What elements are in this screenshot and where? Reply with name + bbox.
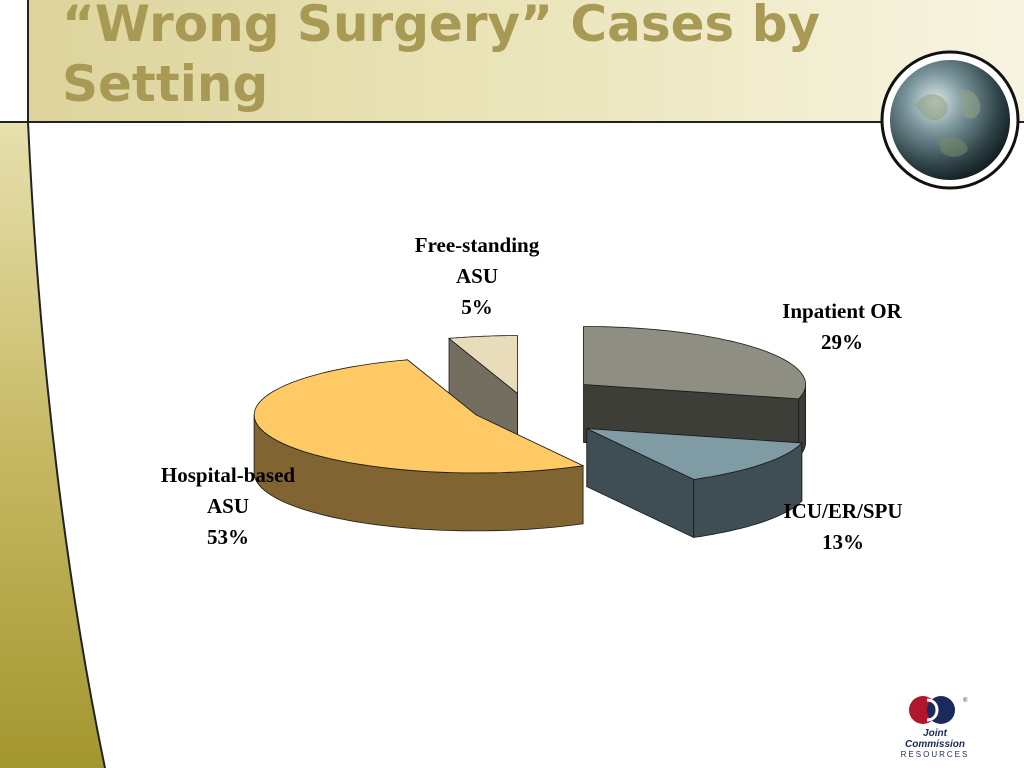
pie-label-line: ASU	[206, 494, 249, 518]
logo-text: Joint Commission RESOURCES	[893, 728, 977, 760]
logo-line-1: Joint Commission	[904, 728, 965, 750]
pie-label-free-standing-asu: Free-standing ASU 5%	[377, 230, 577, 323]
pie-label-line: ICU/ER/SPU	[783, 499, 903, 523]
pie-label-inpatient-or: Inpatient OR 29%	[742, 296, 942, 358]
left-swoosh	[0, 122, 105, 768]
pie-label-line: Free-standing	[414, 233, 540, 257]
title-band	[0, 0, 1024, 122]
title-line-1: “Wrong Surgery” Cases by	[62, 0, 821, 53]
slide-title: “Wrong Surgery” Cases by Setting	[62, 0, 862, 114]
pie-label-hospital-based-asu: Hospital-based ASU 53%	[128, 460, 328, 553]
joint-commission-logo: ®	[909, 696, 968, 724]
pie-label-line: 53%	[207, 525, 249, 549]
pie-label-line: ASU	[455, 264, 498, 288]
svg-text:®: ®	[963, 697, 968, 704]
pie-label-line: Inpatient OR	[782, 299, 902, 323]
globe-icon	[880, 50, 1020, 190]
pie-label-line: Hospital-based	[160, 463, 296, 487]
pie-slice-hospital-based-asu	[253, 358, 585, 532]
pie-label-line: 29%	[821, 330, 863, 354]
title-line-2: Setting	[62, 55, 269, 113]
pie-label-line: 13%	[822, 530, 864, 554]
pie-slice-icu-er-spu	[586, 427, 803, 539]
logo-line-2: RESOURCES	[900, 750, 970, 759]
pie-label-icu-er-spu: ICU/ER/SPU 13%	[743, 496, 943, 558]
pie-label-line: 5%	[461, 295, 493, 319]
